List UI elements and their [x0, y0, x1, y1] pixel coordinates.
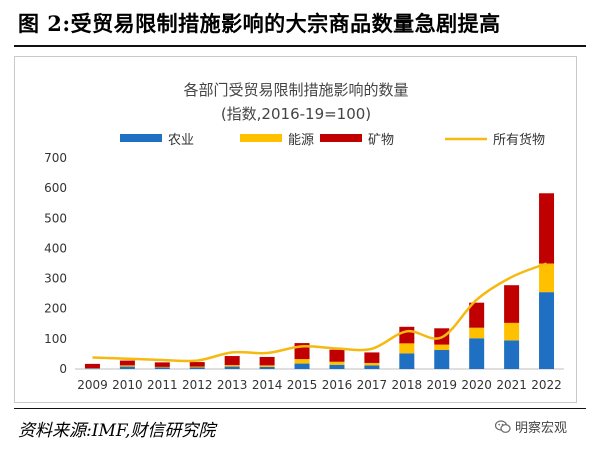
bar-segment [224, 366, 240, 369]
legend-label: 能源 [288, 133, 314, 148]
chart-legend: 农业 能源 矿物 所有货物 [120, 132, 545, 148]
bar-segment [504, 322, 520, 341]
bar-segment [364, 362, 380, 366]
bar-segment [154, 367, 170, 369]
x-tick-label: 2015 [287, 378, 318, 392]
bar-segment [84, 363, 100, 369]
x-tick-label: 2010 [112, 378, 143, 392]
x-tick-label: 2013 [217, 378, 248, 392]
legend-label: 矿物 [368, 133, 394, 148]
watermark: 明察宏观 [495, 417, 567, 436]
bar-segment [294, 363, 310, 369]
bar-segment [119, 365, 135, 367]
series-line [92, 262, 547, 363]
bar-segment [224, 365, 240, 367]
bar-group [84, 193, 555, 369]
bar-segment [434, 350, 450, 369]
bar-segment [189, 366, 205, 368]
bar-segment [294, 359, 310, 364]
x-tick-label: 2011 [147, 378, 178, 392]
legend-label: 农业 [168, 133, 194, 148]
bar-segment [329, 349, 345, 362]
bar-segment [469, 338, 485, 369]
bar-segment [154, 366, 170, 368]
x-tick-label: 2019 [426, 378, 457, 392]
x-tick-label: 2022 [531, 378, 562, 392]
wechat-icon [495, 419, 511, 433]
y-tick-label: 400 [44, 241, 67, 255]
bar-segment [259, 366, 275, 369]
bar-segment [364, 352, 380, 363]
chart-svg: 各部门受贸易限制措施影响的数量 (指数,2016-19=100) 农业 能源 矿物 所… [44, 81, 564, 392]
legend-swatch [240, 134, 282, 142]
chart-container: 各部门受贸易限制措施影响的数量 (指数,2016-19=100) 农业 能源 矿物 所… [14, 56, 577, 403]
bar-segment [119, 360, 135, 366]
y-tick-label: 300 [44, 272, 67, 286]
bar-segment [364, 365, 380, 369]
source-note: 资料来源:IMF,财信研究院 [18, 421, 216, 441]
x-tick-label: 2017 [357, 378, 388, 392]
x-tick-label: 2021 [496, 378, 527, 392]
legend-swatch [320, 134, 362, 142]
chart-subtitle: (指数,2016-19=100) [221, 105, 371, 123]
bar-segment [259, 356, 275, 366]
watermark-text: 明察宏观 [515, 421, 568, 436]
bar-segment [504, 340, 520, 369]
bar-segment [539, 263, 555, 293]
x-tick-label: 2014 [252, 378, 283, 392]
bar-segment [154, 362, 170, 367]
y-axis: 0 100 200 300 400 500 600 700 [44, 151, 67, 376]
y-tick-label: 0 [59, 362, 67, 376]
bar-segment [399, 353, 415, 369]
chart-title: 各部门受贸易限制措施影响的数量 [183, 81, 408, 99]
bar-segment [399, 343, 415, 354]
top-rule [14, 45, 586, 47]
bar-segment [329, 361, 345, 365]
x-tick-label: 2012 [182, 378, 213, 392]
y-tick-label: 100 [44, 332, 67, 346]
y-tick-label: 500 [44, 211, 67, 225]
bar-segment [224, 356, 240, 366]
y-tick-label: 700 [44, 151, 67, 165]
bar-segment [504, 285, 520, 323]
bar-segment [84, 368, 100, 369]
bar-segment [469, 302, 485, 328]
x-tick-label: 2016 [322, 378, 353, 392]
bar-segment [259, 365, 275, 367]
legend-swatch [120, 134, 162, 142]
bar-segment [119, 366, 135, 369]
x-tick-label: 2009 [77, 378, 108, 392]
y-tick-label: 600 [44, 181, 67, 195]
bar-segment [539, 292, 555, 369]
bar-segment [189, 362, 205, 367]
x-tick-label: 2018 [392, 378, 423, 392]
bar-segment [329, 364, 345, 369]
legend-label: 所有货物 [493, 132, 545, 148]
bar-segment [399, 326, 415, 344]
x-tick-label: 2020 [461, 378, 492, 392]
bar-segment [189, 367, 205, 369]
x-axis: 2009 2010 2011 2012 2013 2014 2015 2016 2017 2018… [75, 368, 564, 392]
bar-segment [469, 327, 485, 339]
y-tick-label: 200 [44, 302, 67, 316]
figure-title: 图 2:受贸易限制措施影响的大宗商品数量急剧提高 [18, 11, 501, 36]
bar-segment [434, 344, 450, 351]
bar-segment [539, 193, 555, 264]
bottom-rule [14, 408, 586, 409]
line-group [92, 262, 547, 363]
